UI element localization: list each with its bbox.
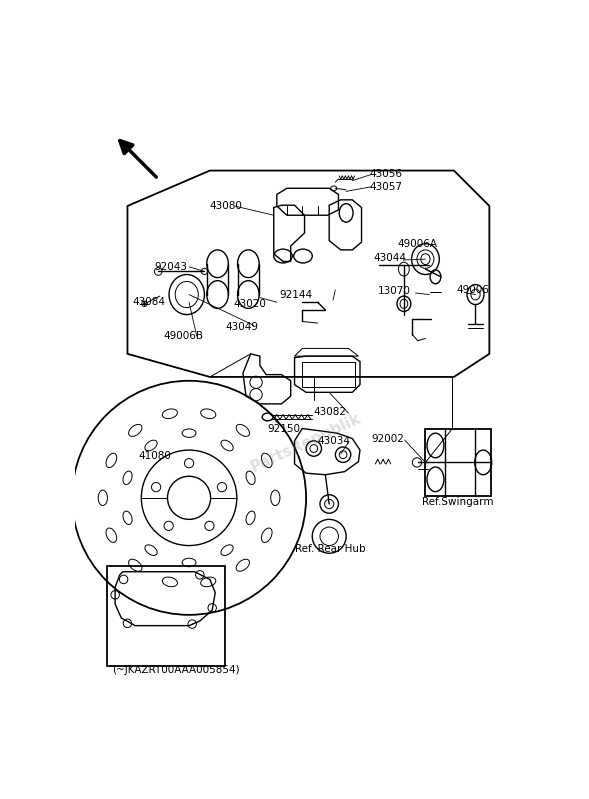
Text: 43020: 43020 bbox=[233, 299, 266, 308]
Text: Ref. Rear Hub: Ref. Rear Hub bbox=[294, 543, 365, 554]
Text: 41080: 41080 bbox=[138, 451, 171, 461]
Text: 43056: 43056 bbox=[369, 169, 402, 180]
Text: 92002: 92002 bbox=[372, 434, 405, 443]
Text: 92144: 92144 bbox=[279, 289, 312, 300]
Text: 49006: 49006 bbox=[456, 285, 489, 295]
Text: Ref.Swingarm: Ref.Swingarm bbox=[422, 498, 493, 507]
Text: 13070: 13070 bbox=[378, 287, 411, 296]
Text: 43057: 43057 bbox=[369, 181, 402, 192]
Text: 43034: 43034 bbox=[317, 435, 350, 446]
Text: PartsRepublik: PartsRepublik bbox=[249, 410, 363, 475]
Text: 49006B: 49006B bbox=[164, 331, 204, 341]
Text: 43084: 43084 bbox=[133, 297, 166, 308]
Bar bbox=[302, 362, 355, 387]
Text: 43049: 43049 bbox=[225, 322, 258, 332]
Text: (~JKAZRT00AAA005854): (~JKAZRT00AAA005854) bbox=[112, 665, 240, 674]
Text: 92150: 92150 bbox=[267, 423, 300, 434]
Text: 43080: 43080 bbox=[210, 201, 243, 211]
Bar bbox=[107, 566, 225, 666]
Text: 43044: 43044 bbox=[374, 252, 407, 263]
Text: 43082: 43082 bbox=[314, 407, 347, 416]
Text: 92043: 92043 bbox=[154, 262, 187, 272]
Text: 49006A: 49006A bbox=[397, 239, 437, 248]
